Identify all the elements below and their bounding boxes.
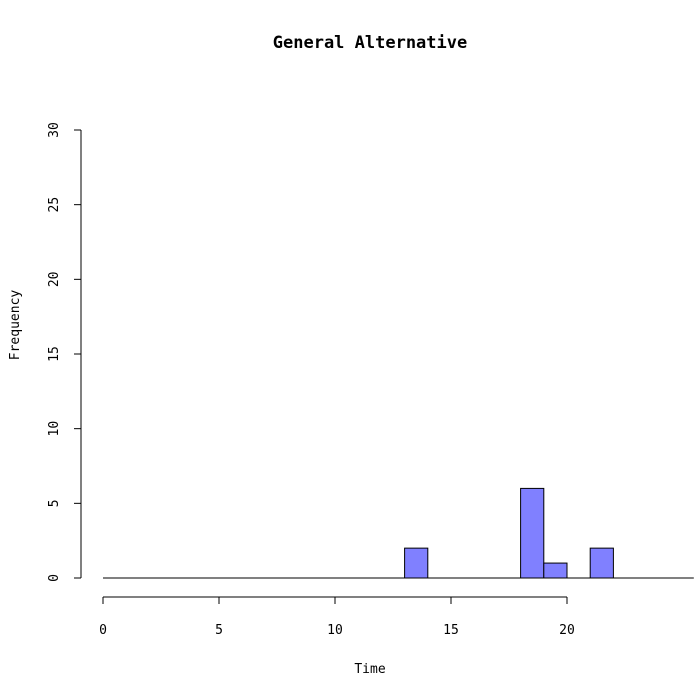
x-tick-label: 15: [443, 623, 459, 638]
y-tick-label: 20: [47, 272, 62, 288]
histogram-bar: [589, 547, 614, 579]
y-tick-label: 5: [47, 499, 62, 507]
y-tick-label: 25: [47, 197, 62, 213]
histogram-bar: [543, 562, 568, 579]
y-axis: 0 5 10 15 20 25 30: [47, 122, 82, 582]
bars: [404, 487, 614, 579]
x-axis: 0 5 10 15 20: [99, 596, 575, 638]
x-tick-label: 10: [327, 623, 343, 638]
histogram-bar: [404, 547, 429, 579]
x-tick-label: 0: [99, 623, 107, 638]
y-tick-label: 0: [47, 574, 62, 582]
x-axis-label: Time: [354, 662, 385, 677]
histogram-bar: [520, 487, 545, 579]
y-tick-label: 30: [47, 122, 62, 138]
y-axis-label: Frequency: [8, 290, 23, 361]
y-tick-label: 10: [47, 421, 62, 437]
chart-title: General Alternative: [273, 33, 467, 53]
y-tick-label: 15: [47, 346, 62, 362]
x-tick-label: 20: [559, 623, 575, 638]
x-tick-label: 5: [215, 623, 223, 638]
